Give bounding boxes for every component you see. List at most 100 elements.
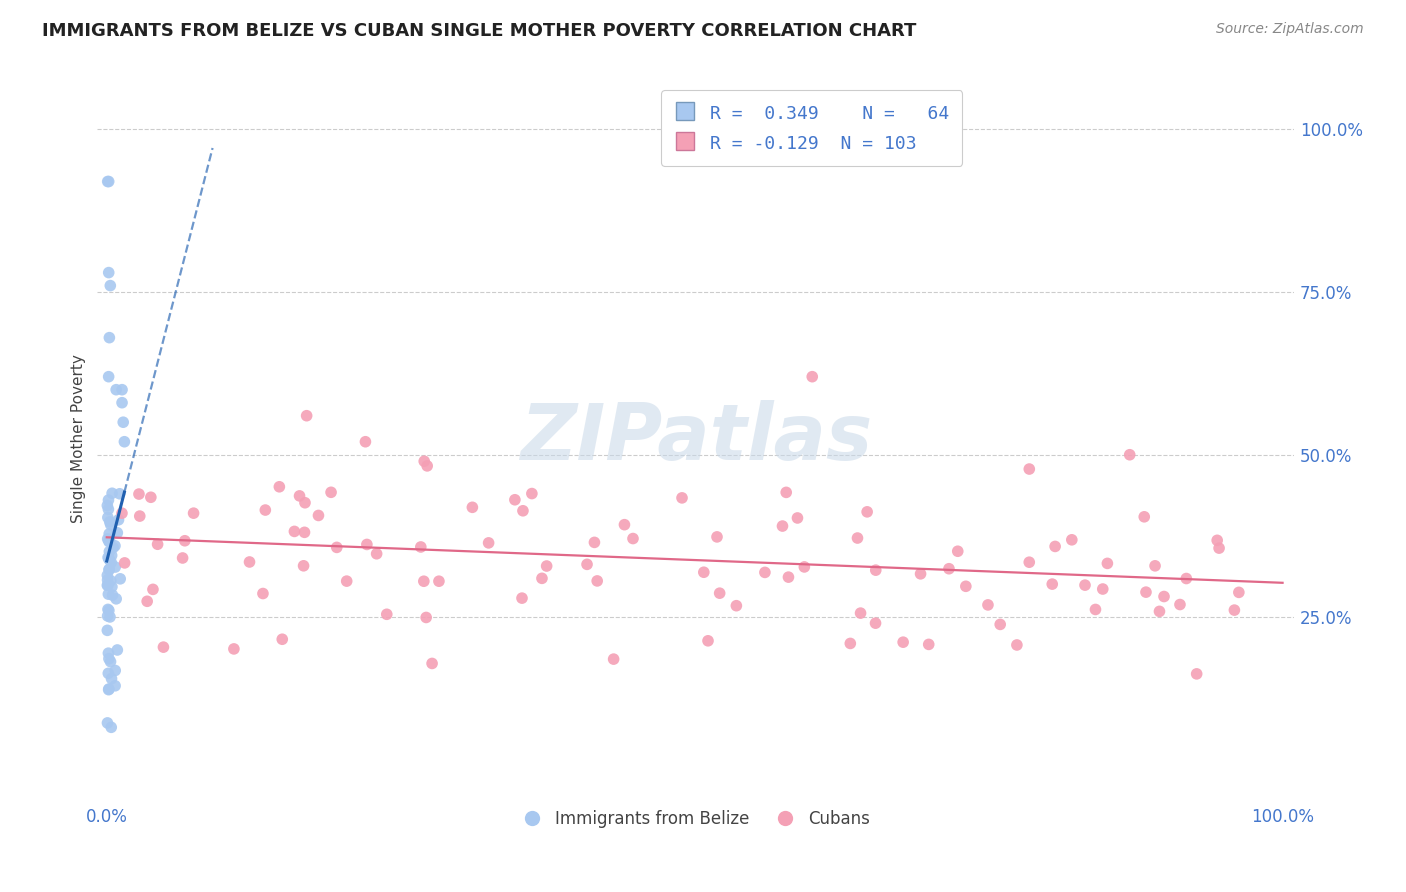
Point xyxy=(503,492,526,507)
Point xyxy=(142,582,165,597)
Point xyxy=(97,666,120,681)
Point xyxy=(97,682,120,697)
Point xyxy=(946,544,969,558)
Point xyxy=(1153,590,1175,604)
Point xyxy=(98,544,121,558)
Point xyxy=(97,550,120,565)
Point xyxy=(602,652,624,666)
Point xyxy=(105,383,128,397)
Text: ZIPatlas: ZIPatlas xyxy=(520,401,872,476)
Point xyxy=(146,537,169,551)
Point xyxy=(283,524,305,539)
Point xyxy=(586,574,609,588)
Point xyxy=(955,579,977,593)
Point xyxy=(478,536,501,550)
Point xyxy=(97,602,120,616)
Point xyxy=(101,580,124,594)
Point xyxy=(891,635,914,649)
Point xyxy=(354,434,377,449)
Point xyxy=(697,633,720,648)
Point xyxy=(308,508,330,523)
Point xyxy=(101,486,124,500)
Point xyxy=(222,641,245,656)
Point xyxy=(865,616,887,631)
Point xyxy=(105,591,128,606)
Point xyxy=(269,480,291,494)
Text: Source: ZipAtlas.com: Source: ZipAtlas.com xyxy=(1216,22,1364,37)
Point xyxy=(252,586,274,600)
Point xyxy=(1208,541,1230,555)
Point xyxy=(938,562,960,576)
Point xyxy=(97,552,120,566)
Point xyxy=(97,175,120,189)
Point xyxy=(101,541,124,555)
Point xyxy=(96,568,118,582)
Point xyxy=(97,681,120,696)
Point xyxy=(107,513,129,527)
Point xyxy=(139,490,162,504)
Point xyxy=(725,599,748,613)
Point xyxy=(97,651,120,665)
Point xyxy=(152,640,174,654)
Point xyxy=(366,547,388,561)
Point xyxy=(97,510,120,524)
Point xyxy=(98,563,121,577)
Point xyxy=(97,587,120,601)
Point xyxy=(671,491,693,505)
Point xyxy=(1135,585,1157,599)
Point xyxy=(709,586,731,600)
Point xyxy=(100,655,122,669)
Point xyxy=(105,525,128,540)
Point xyxy=(111,383,134,397)
Legend: Immigrants from Belize, Cubans: Immigrants from Belize, Cubans xyxy=(515,803,876,835)
Point xyxy=(173,533,195,548)
Point xyxy=(98,553,121,567)
Point xyxy=(108,487,131,501)
Point xyxy=(1018,462,1040,476)
Point xyxy=(613,517,636,532)
Point xyxy=(1005,638,1028,652)
Point xyxy=(97,573,120,587)
Point xyxy=(98,526,121,541)
Point xyxy=(98,331,121,345)
Point xyxy=(288,489,311,503)
Point xyxy=(112,415,135,429)
Point xyxy=(510,591,533,606)
Point xyxy=(319,485,342,500)
Point xyxy=(97,266,120,280)
Point xyxy=(865,563,887,577)
Point xyxy=(98,533,121,548)
Point xyxy=(97,532,120,546)
Point xyxy=(1206,533,1229,548)
Point xyxy=(128,487,150,501)
Point xyxy=(96,715,118,730)
Point xyxy=(420,657,443,671)
Point xyxy=(1097,557,1119,571)
Point xyxy=(100,549,122,563)
Point xyxy=(461,500,484,515)
Point xyxy=(1149,604,1171,618)
Y-axis label: Single Mother Poverty: Single Mother Poverty xyxy=(72,354,86,523)
Point xyxy=(97,609,120,624)
Point xyxy=(295,409,318,423)
Point xyxy=(415,610,437,624)
Point xyxy=(988,617,1011,632)
Point xyxy=(97,646,120,660)
Point xyxy=(96,578,118,592)
Point xyxy=(416,458,439,473)
Point xyxy=(786,511,808,525)
Point xyxy=(100,556,122,570)
Point xyxy=(413,454,436,468)
Point xyxy=(849,606,872,620)
Point xyxy=(326,541,349,555)
Point xyxy=(136,594,159,608)
Point xyxy=(110,572,132,586)
Point xyxy=(292,558,315,573)
Point xyxy=(1185,666,1208,681)
Point xyxy=(294,525,316,540)
Point xyxy=(114,556,136,570)
Point xyxy=(1043,540,1066,554)
Point xyxy=(238,555,260,569)
Point xyxy=(294,496,316,510)
Point xyxy=(104,664,127,678)
